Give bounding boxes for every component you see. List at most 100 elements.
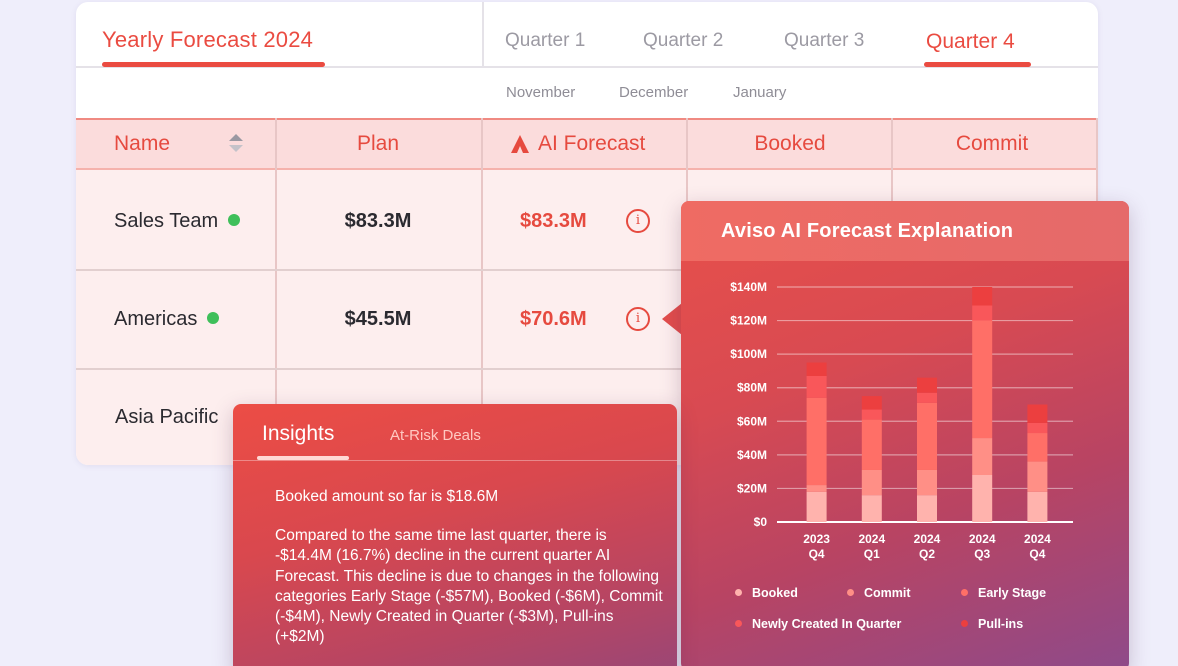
- month-january[interactable]: January: [733, 84, 787, 101]
- ai-forecast-value: $70.6M: [520, 308, 587, 330]
- x-tick-label: 2023: [803, 532, 830, 546]
- bar-segment-early-stage[interactable]: [861, 419, 882, 470]
- legend-dot-icon: [847, 589, 854, 596]
- status-dot-icon: [228, 214, 241, 226]
- column-header-plan[interactable]: Plan: [356, 132, 400, 155]
- row-divider: [76, 269, 1098, 271]
- tab-quarter-1[interactable]: Quarter 1: [505, 30, 586, 51]
- insights-tab-underline: [257, 456, 349, 460]
- plan-value: $83.3M: [344, 210, 412, 232]
- y-tick-label: $120M: [730, 314, 767, 328]
- insight-decline-detail: Compared to the same time last quarter, …: [275, 527, 663, 646]
- yearly-tab-underline: [102, 62, 325, 67]
- bar-segment-commit[interactable]: [1027, 461, 1048, 492]
- insights-tab-bar: [233, 404, 677, 461]
- legend-booked: Booked: [735, 586, 798, 600]
- legend-newly-created: Newly Created In Quarter: [735, 617, 901, 631]
- tab-at-risk-deals[interactable]: At-Risk Deals: [390, 427, 481, 444]
- sort-icon[interactable]: [228, 132, 244, 154]
- bar-segment-commit[interactable]: [806, 485, 827, 492]
- bar-segment-booked[interactable]: [917, 495, 937, 522]
- y-tick-label: $140M: [730, 280, 767, 294]
- column-divider: [275, 118, 277, 465]
- ai-forecast-value: $83.3M: [520, 210, 587, 232]
- legend-commit: Commit: [847, 586, 911, 600]
- insights-popover: Insights At-Risk Deals Booked amount so …: [233, 404, 677, 666]
- legend-dot-icon: [735, 589, 742, 596]
- column-header-name[interactable]: Name: [113, 132, 171, 155]
- table-row-name[interactable]: Sales Team: [114, 210, 241, 233]
- quarter-4-underline: [924, 62, 1031, 67]
- row-label: Americas: [114, 308, 198, 330]
- x-tick-label: Q2: [919, 547, 935, 561]
- bar-segment-booked[interactable]: [972, 475, 993, 522]
- y-tick-label: $80M: [737, 381, 767, 395]
- bar-segment-pull-ins[interactable]: [917, 377, 937, 393]
- insight-booked-summary: Booked amount so far is $18.6M: [275, 488, 499, 505]
- status-dot-icon: [207, 312, 220, 324]
- column-header-ai-forecast[interactable]: AI Forecast: [538, 132, 646, 155]
- bar-segment-booked[interactable]: [806, 491, 827, 522]
- bar-segment-booked[interactable]: [861, 495, 882, 522]
- bar-segment-pull-ins[interactable]: [861, 396, 882, 410]
- table-row-name[interactable]: Americas: [114, 308, 220, 331]
- popover-header: [681, 201, 1129, 261]
- x-tick-label: 2024: [1024, 532, 1051, 546]
- tab-quarter-3[interactable]: Quarter 3: [784, 30, 865, 51]
- bar-segment-early-stage[interactable]: [917, 402, 937, 470]
- y-tick-label: $0: [754, 515, 768, 529]
- popover-pointer: [662, 303, 682, 335]
- legend-dot-icon: [961, 589, 968, 596]
- column-divider: [481, 118, 483, 465]
- y-tick-label: $20M: [737, 481, 767, 495]
- bar-segment-commit[interactable]: [861, 469, 882, 496]
- bar-segment-commit[interactable]: [917, 469, 937, 496]
- month-november[interactable]: November: [506, 84, 576, 101]
- aviso-logo-icon: [511, 135, 529, 153]
- table-row-name[interactable]: Asia Pacific: [115, 406, 219, 428]
- bar-segment-newly-created-in-quarter[interactable]: [917, 392, 937, 403]
- yearly-forecast-tab[interactable]: Yearly Forecast 2024: [102, 27, 314, 52]
- x-tick-label: 2024: [858, 532, 885, 546]
- tab-insights[interactable]: Insights: [262, 422, 335, 445]
- bar-segment-newly-created-in-quarter[interactable]: [806, 375, 827, 398]
- plan-value: $45.5M: [344, 308, 412, 330]
- bar-segment-newly-created-in-quarter[interactable]: [1027, 422, 1048, 434]
- forecast-stacked-bar-chart: $0$20M$40M$60M$80M$100M$120M$140M2023Q42…: [730, 280, 1073, 561]
- table-header: [76, 118, 1098, 170]
- bar-segment-pull-ins[interactable]: [972, 287, 993, 306]
- y-tick-label: $100M: [730, 347, 767, 361]
- legend-pull-ins: Pull-ins: [961, 617, 1023, 631]
- legend-early-stage: Early Stage: [961, 586, 1046, 600]
- bar-segment-newly-created-in-quarter[interactable]: [861, 409, 882, 420]
- x-tick-label: Q4: [809, 547, 825, 561]
- x-tick-label: Q3: [974, 547, 990, 561]
- popover-title: Aviso AI Forecast Explanation: [721, 220, 1014, 242]
- bar-segment-early-stage[interactable]: [972, 320, 993, 439]
- legend-dot-icon: [735, 620, 742, 627]
- y-tick-label: $60M: [737, 414, 767, 428]
- info-icon[interactable]: i: [626, 307, 650, 331]
- column-header-booked[interactable]: Booked: [754, 132, 826, 155]
- tab-quarter-2[interactable]: Quarter 2: [643, 30, 724, 51]
- bar-segment-newly-created-in-quarter[interactable]: [972, 305, 993, 321]
- info-icon[interactable]: i: [626, 209, 650, 233]
- bar-segment-booked[interactable]: [1027, 491, 1048, 522]
- header-divider: [482, 2, 484, 68]
- y-tick-label: $40M: [737, 448, 767, 462]
- bar-segment-pull-ins[interactable]: [1027, 404, 1048, 423]
- header-bar: Yearly Forecast 2024 Quarter 1 Quarter 2…: [76, 2, 1098, 68]
- bar-segment-pull-ins[interactable]: [806, 362, 827, 376]
- tab-quarter-4[interactable]: Quarter 4: [926, 30, 1015, 53]
- bar-segment-early-stage[interactable]: [1027, 433, 1048, 462]
- bar-segment-early-stage[interactable]: [806, 397, 827, 486]
- x-tick-label: Q4: [1029, 547, 1045, 561]
- x-tick-label: Q1: [864, 547, 880, 561]
- row-divider: [76, 368, 1098, 370]
- month-december[interactable]: December: [619, 84, 689, 101]
- row-label: Sales Team: [114, 210, 219, 232]
- bar-segment-commit[interactable]: [972, 438, 993, 475]
- x-tick-label: 2024: [914, 532, 941, 546]
- legend-dot-icon: [961, 620, 968, 627]
- column-header-commit[interactable]: Commit: [955, 132, 1029, 155]
